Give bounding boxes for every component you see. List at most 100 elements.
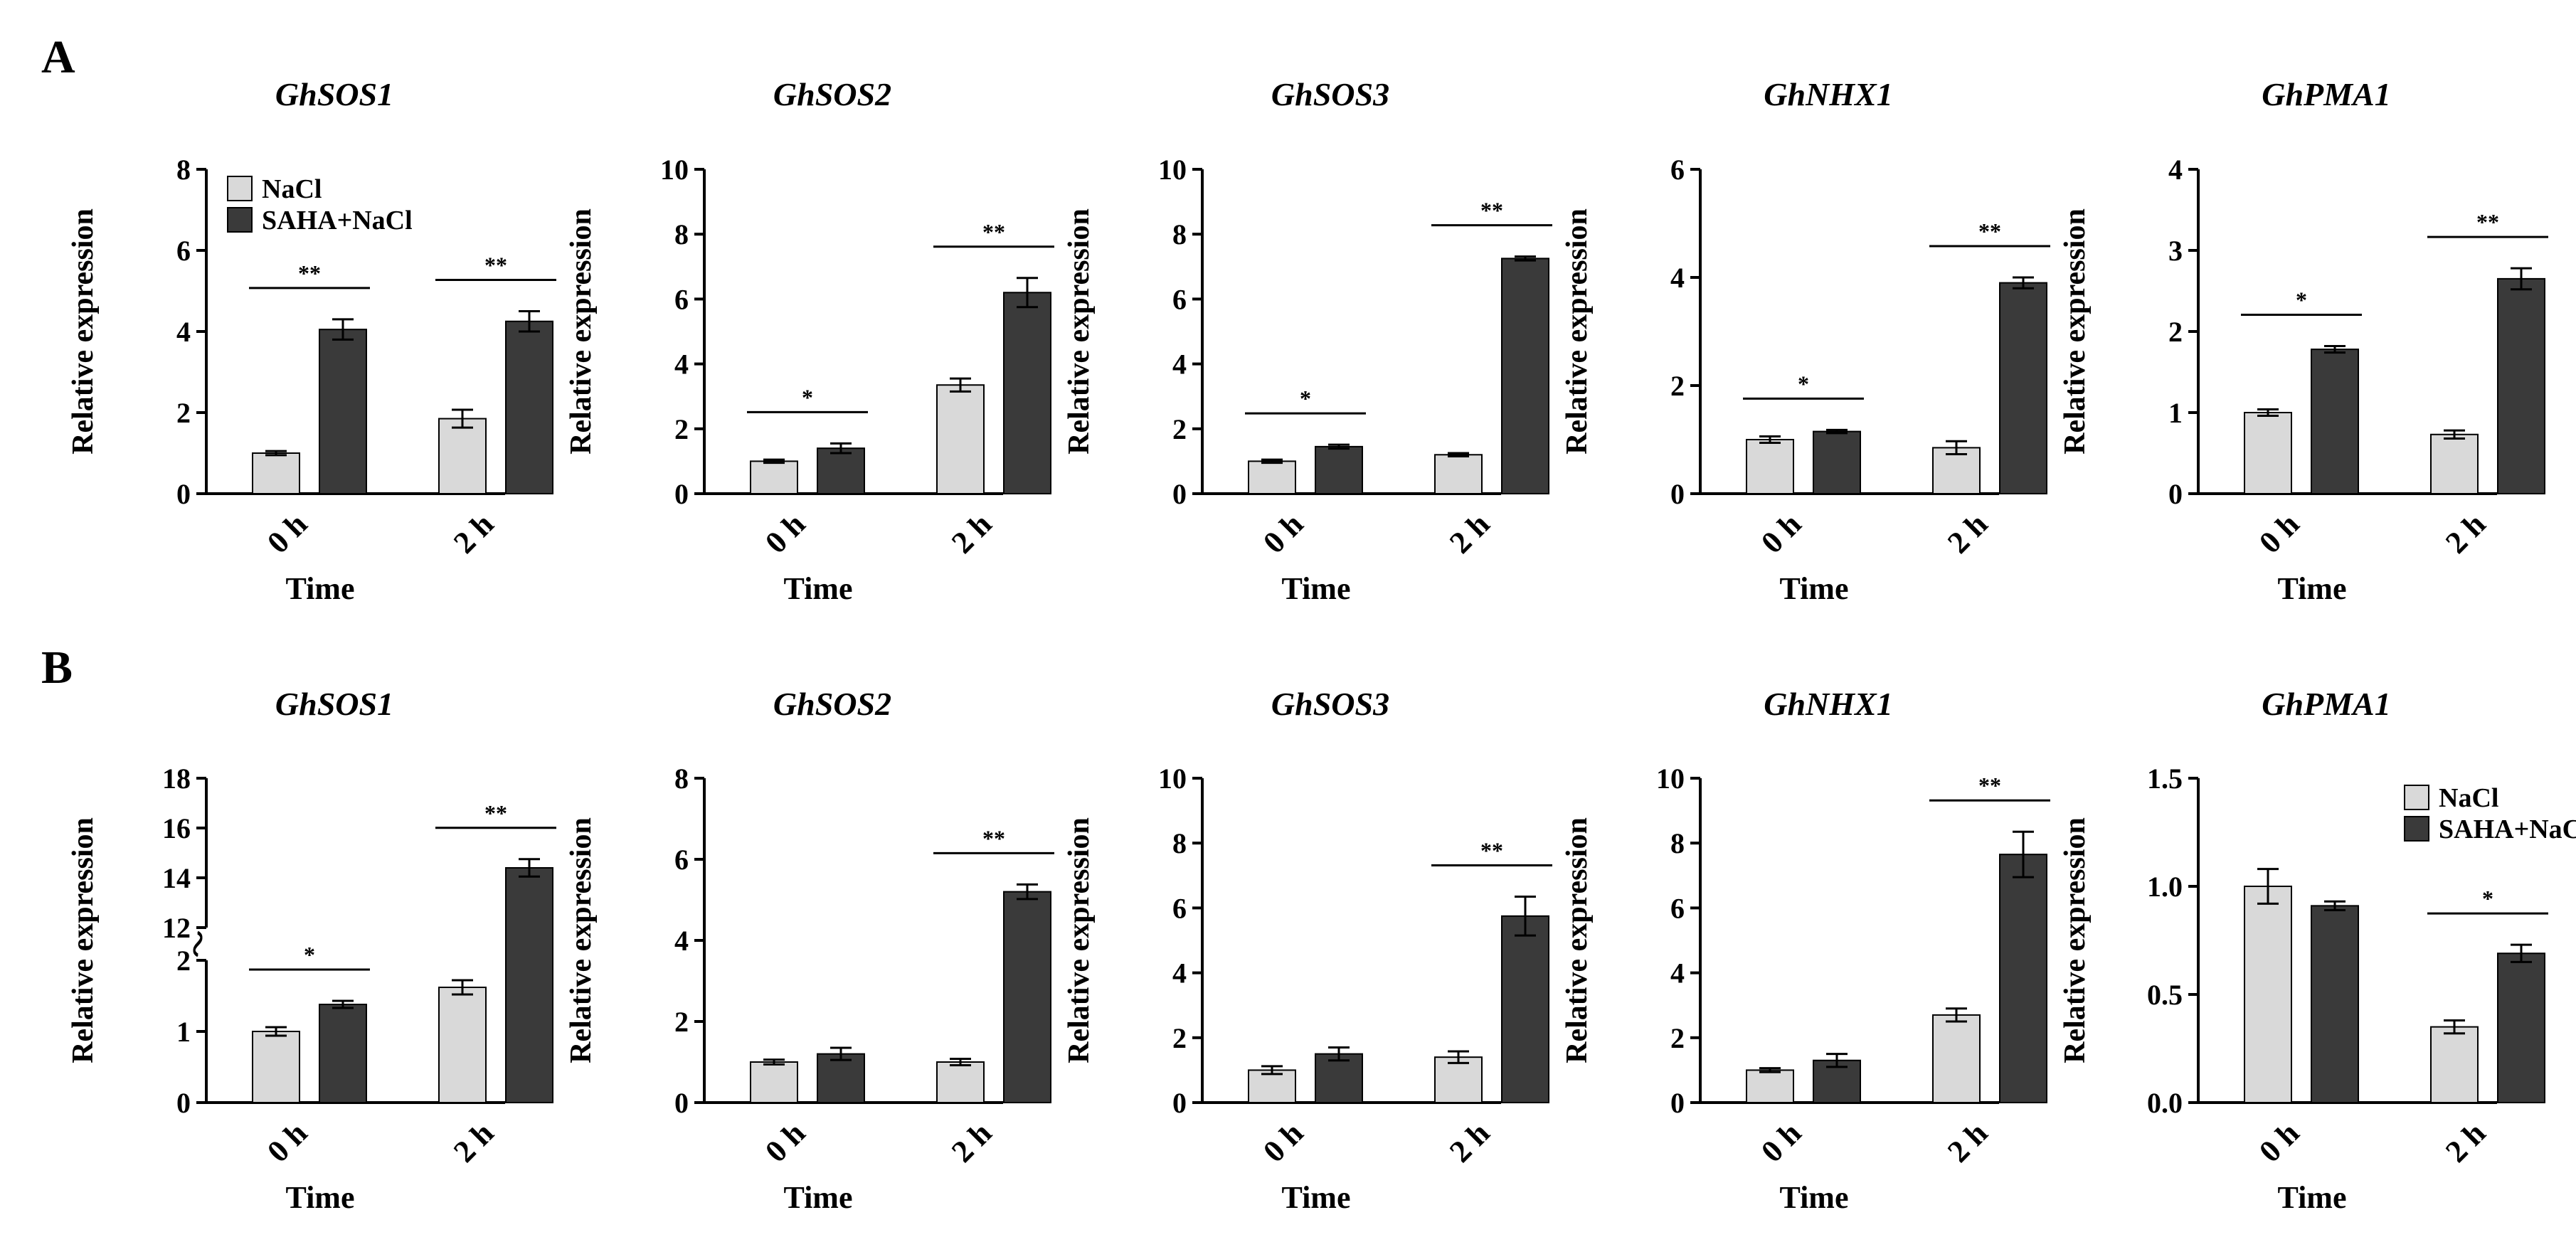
legend-swatch-saha-nacl [2404,816,2429,842]
legend-swatch-nacl [2404,785,2429,810]
x-tick-label: 0 h [2252,1115,2306,1169]
bar-saha-nacl-0 [319,329,367,494]
bar-saha-nacl-1 [1501,915,1549,1104]
y-axis-label: Relative expression [2059,208,2092,455]
bar-saha-nacl-0 [817,447,865,494]
x-tick-label: 2 h [945,1115,998,1169]
y-tick-label: 1.0 [2147,871,2183,903]
bar-nacl-0 [750,460,798,495]
panel-label-a: A [41,31,75,83]
significance-marker: * [1300,386,1311,411]
y-tick-label: 6 [1172,892,1187,924]
bar-saha-nacl-0 [319,1004,367,1103]
x-tick-label: 0 h [260,506,314,560]
bar-saha-nacl-1 [1999,854,2047,1104]
significance-marker: * [1798,371,1809,396]
chart-title: GhNHX1 [1764,76,1892,112]
significance-marker: * [2482,886,2493,911]
y-tick-label: 2 [2168,316,2183,348]
chart-panel-ghnhx1-b: GhNHX1 0 2 4 6 8 10 Relative expression ** 0 h 2 h… [1561,686,2050,1215]
bar-nacl-1 [2430,1026,2479,1103]
y-tick-label: 1 [2168,397,2183,429]
y-tick-label: 18 [162,763,191,795]
y-axis-label: Relative expression [565,817,598,1063]
bar-nacl-1 [1932,1014,1981,1104]
y-tick-label: 2 [1670,370,1685,402]
y-tick-label: 14 [162,862,191,894]
bar-saha-nacl-0 [1315,1053,1363,1103]
axis-break-mark [193,932,203,957]
x-axis-label: Time [1780,571,1849,606]
x-tick-label: 2 h [447,506,500,560]
panel-label-b: B [41,642,73,694]
x-axis-label: Time [1282,571,1351,606]
y-tick-label: 8 [176,154,191,186]
bar-saha-nacl-1 [1003,292,1051,494]
bar-nacl-0 [1248,460,1296,495]
x-tick-label: 0 h [1754,1115,1808,1169]
y-tick-label: 4 [1670,957,1685,989]
y-tick-label: 0.0 [2147,1087,2183,1119]
chart-title: GhSOS1 [275,686,393,722]
y-tick-label: 1 [176,1016,191,1048]
bar-nacl-1 [438,418,487,494]
chart-title: GhSOS2 [773,76,891,112]
x-axis-label: Time [2278,1180,2347,1215]
y-tick-label: 6 [176,235,191,267]
bar-nacl-1 [438,987,487,1103]
legend-label: NaCl [2439,783,2498,813]
y-axis-label: Relative expression [1063,817,1096,1063]
y-axis-label: Relative expression [1063,208,1096,455]
chart-panel-ghsos2-b: GhSOS2 0 2 4 6 8 Relative expression ** 0 h 2 h Ti… [565,686,1054,1215]
y-tick-label: 3 [2168,235,2183,267]
y-tick-label: 8 [674,218,689,250]
legend-swatch-saha-nacl [227,207,253,233]
bar-nacl-0 [2244,886,2292,1103]
chart-title: GhNHX1 [1764,686,1892,722]
significance-marker: ** [1480,837,1503,863]
bar-nacl-0 [252,452,300,494]
y-axis-label: Relative expression [1561,208,1594,455]
bar-saha-nacl-1 [2497,277,2545,494]
y-tick-label: 0 [1670,478,1685,510]
significance-marker: ** [484,253,507,278]
significance-marker: ** [982,219,1005,245]
y-tick-label: 10 [1656,763,1685,795]
significance-marker: ** [484,800,507,826]
chart-title: GhPMA1 [2262,686,2390,722]
y-tick-label: 0 [1670,1087,1685,1119]
x-tick-label: 2 h [1941,506,1994,560]
bar-nacl-1 [1434,454,1483,495]
y-tick-label: 6 [1670,154,1685,186]
x-axis-label: Time [784,1180,853,1215]
bar-nacl-1 [936,1061,985,1103]
y-tick-label: 6 [674,283,689,315]
y-tick-label: 8 [674,763,689,795]
bar-nacl-0 [750,1061,798,1103]
legend-label: SAHA+NaCl [2439,814,2576,844]
x-axis-label: Time [1780,1180,1849,1215]
y-tick-label: 16 [162,812,191,844]
significance-marker: ** [1480,198,1503,223]
chart-title: GhSOS3 [1271,686,1389,722]
x-tick-label: 2 h [1941,1115,1994,1169]
x-axis-label: Time [1282,1180,1351,1215]
x-tick-label: 0 h [260,1115,314,1169]
significance-marker: ** [1978,218,2001,244]
bar-nacl-0 [1746,439,1794,494]
significance-marker: ** [2476,209,2499,235]
bar-saha-nacl-1 [2497,952,2545,1103]
x-tick-label: 2 h [447,1115,500,1169]
y-tick-label: 2 [1670,1022,1685,1054]
y-tick-label: 2 [674,413,689,445]
legend-swatch-nacl [227,176,253,201]
y-tick-label: 4 [1670,262,1685,294]
x-tick-label: 0 h [2252,506,2306,560]
chart-title: GhPMA1 [2262,76,2390,112]
x-axis-label: Time [286,1180,355,1215]
y-tick-label: 2 [674,1006,689,1038]
bar-saha-nacl-0 [2311,349,2359,494]
